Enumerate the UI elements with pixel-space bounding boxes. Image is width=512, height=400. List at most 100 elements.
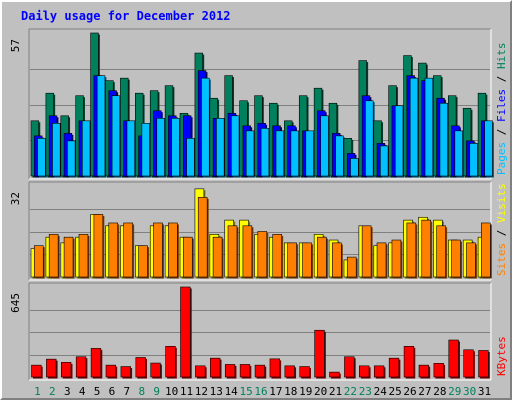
legend-files: Files (495, 89, 508, 122)
bar-sites (406, 222, 417, 278)
bar-pages (216, 117, 225, 177)
legend-bottom: KBytes (495, 336, 508, 376)
bar-kbytes (373, 365, 385, 378)
bar-pages (37, 138, 46, 177)
bar-pages (67, 140, 76, 177)
bar-pages (335, 135, 344, 177)
bar-kbytes (463, 349, 474, 378)
legend-middle: Sites / Visits (495, 183, 508, 276)
x-tick-label: 16 (254, 385, 267, 398)
bar-sites (63, 236, 74, 278)
legend-top: Pages / Files / Hits (495, 43, 508, 176)
ymax-label-top: 57 (9, 39, 22, 52)
bar-pages (186, 138, 195, 177)
x-tick-label: 11 (180, 385, 193, 398)
bar-kbytes (46, 358, 57, 378)
bar-pages (52, 123, 61, 177)
bar-sites (123, 222, 133, 278)
bar-sites (78, 234, 89, 278)
bar-sites (33, 245, 44, 278)
bar-kbytes (150, 362, 161, 378)
bar-pages (126, 120, 136, 177)
bar-pages (81, 120, 91, 177)
x-tick-label: 28 (433, 385, 446, 398)
x-tick-label: 30 (463, 385, 476, 398)
bar-kbytes (299, 366, 310, 378)
bar-kbytes (254, 364, 266, 378)
bar-pages (320, 115, 329, 177)
bar-pages (424, 77, 434, 177)
x-tick-label: 5 (94, 385, 101, 398)
x-tick-label: 29 (448, 385, 461, 398)
bar-pages (439, 102, 448, 177)
bar-kbytes (75, 356, 87, 378)
bar-sites (168, 222, 178, 278)
bar-pages (141, 123, 150, 177)
x-tick-label: 23 (359, 385, 372, 398)
legend-visits: Visits (495, 183, 508, 223)
x-tick-label: 10 (165, 385, 178, 398)
bar-kbytes (195, 365, 206, 378)
x-tick-label: 2 (49, 385, 56, 398)
ymax-label-bottom: 645 (9, 293, 22, 313)
x-tick-label: 22 (344, 385, 357, 398)
bar-sites (197, 197, 208, 278)
bar-sites (138, 245, 148, 278)
x-tick-label: 20 (314, 385, 327, 398)
bar-pages (275, 130, 285, 177)
ymax-label-middle: 32 (9, 192, 22, 205)
x-tick-label: 4 (79, 385, 86, 398)
bar-kbytes (90, 348, 102, 378)
x-tick-label: 1 (34, 385, 41, 398)
legend-hits: Hits (495, 43, 508, 70)
x-tick-label: 26 (403, 385, 416, 398)
bar-sites (481, 222, 491, 278)
bar-kbytes (120, 366, 131, 378)
bar-sites (108, 222, 119, 278)
x-tick-label: 9 (153, 385, 160, 398)
x-tick-label: 6 (109, 385, 116, 398)
bar-kbytes (61, 362, 72, 378)
bar-sites (346, 256, 357, 278)
bar-sites (466, 242, 476, 278)
x-tick-label: 25 (389, 385, 402, 398)
bar-kbytes (418, 364, 429, 378)
bar-pages (230, 115, 240, 177)
bar-sites (332, 242, 342, 278)
legend-separator: / (495, 223, 508, 243)
chart-title: Daily usage for December 2012 (21, 9, 231, 23)
bar-sites (242, 225, 253, 278)
bar-kbytes (165, 346, 176, 378)
bar-kbytes (239, 364, 251, 378)
bar-kbytes (31, 364, 42, 378)
x-tick-label: 13 (210, 385, 223, 398)
legend-separator: / (495, 122, 508, 142)
bar-kbytes (224, 364, 236, 378)
bar-kbytes (180, 286, 191, 378)
bar-sites (93, 214, 104, 278)
x-tick-label: 19 (299, 385, 312, 398)
x-tick-label: 3 (64, 385, 71, 398)
bar-pages (171, 117, 180, 177)
bar-sites (391, 239, 402, 278)
bar-pages (156, 117, 165, 177)
bar-kbytes (210, 357, 221, 378)
bar-kbytes (314, 329, 325, 378)
x-tick-label: 21 (329, 385, 342, 398)
bar-sites (317, 236, 327, 278)
x-tick-label: 7 (124, 385, 131, 398)
bar-pages (365, 100, 374, 177)
x-tick-label: 31 (478, 385, 491, 398)
bar-sites (361, 225, 372, 278)
bar-kbytes (344, 356, 355, 378)
bar-pages (260, 128, 270, 177)
bar-pages (305, 130, 314, 177)
bar-kbytes (478, 350, 489, 378)
bar-pages (290, 130, 299, 177)
x-tick-label: 18 (284, 385, 297, 398)
bar-pages (96, 75, 106, 177)
bar-sites (183, 236, 193, 278)
bar-kbytes (269, 358, 280, 378)
bar-sites (48, 234, 59, 278)
